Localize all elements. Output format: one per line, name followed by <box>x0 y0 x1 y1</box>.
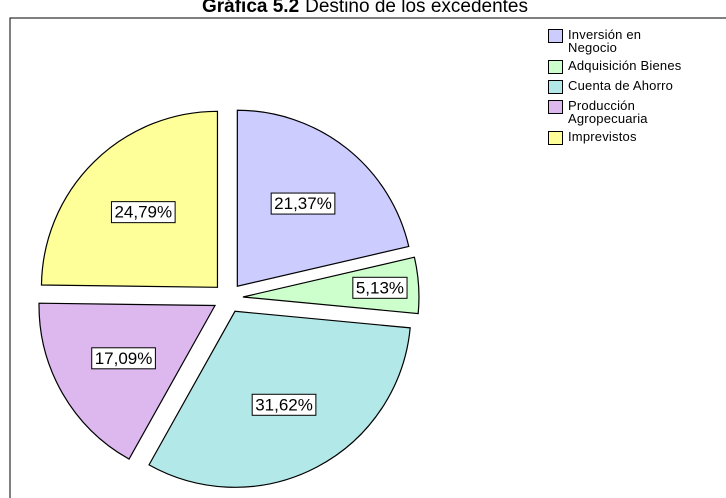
legend: Inversión en Negocio Adquisición Bienes Cu… <box>548 28 726 150</box>
pie-slice <box>38 302 217 460</box>
chart-title: Gráfica 5.2 Destino de los excedentes <box>202 0 528 17</box>
legend-item: Imprevistos <box>548 130 726 145</box>
value-label-box <box>270 192 336 215</box>
title: Gráfica 5.2 <box>202 0 299 17</box>
legend-swatch <box>548 60 563 74</box>
legend-swatch <box>548 80 563 94</box>
legend-label: Adquisición Bienes <box>568 58 682 73</box>
value-label-box <box>251 393 317 416</box>
value-label: 5,13% <box>356 278 404 297</box>
value-label: 17,09% <box>95 349 153 368</box>
legend-swatch <box>548 100 563 114</box>
value-label-box <box>352 276 408 299</box>
legend-label: Cuenta de Ahorro <box>568 78 674 93</box>
legend-swatch <box>548 29 563 43</box>
pie-slice <box>242 256 420 315</box>
frame <box>9 17 726 498</box>
legend-item: Cuenta de Ahorro <box>548 79 726 94</box>
legend-item: Adquisición Bienes <box>548 59 726 74</box>
legend-item: Inversión en Negocio <box>548 28 726 54</box>
value-label-box <box>110 201 176 224</box>
value-label: 24,79% <box>114 203 172 222</box>
legend-label: Producción Agropecuaria <box>568 98 648 126</box>
legend-swatch <box>548 131 563 145</box>
value-label: 21,37% <box>274 194 332 213</box>
legend-label: Inversión en Negocio <box>568 27 642 55</box>
subtitle: Destino de los excedentes <box>305 0 528 17</box>
legend-item: Producción Agropecuaria <box>548 99 726 125</box>
value-label: 31,62% <box>255 395 313 414</box>
legend-label: Imprevistos <box>568 129 637 144</box>
pie-slice <box>40 110 219 288</box>
value-label-box <box>91 347 156 370</box>
